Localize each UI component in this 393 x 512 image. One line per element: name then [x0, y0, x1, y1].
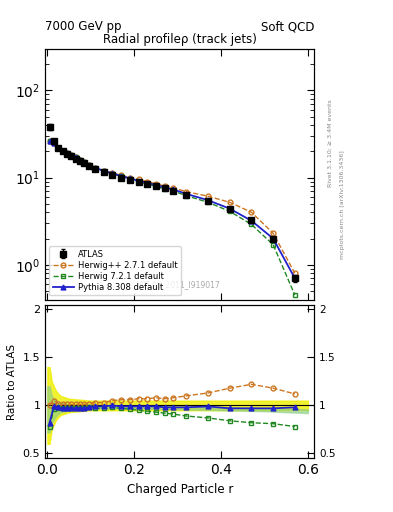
Herwig 7.2.1 default	[271, 242, 275, 248]
Pythia 8.308 default	[86, 162, 91, 168]
Pythia 8.308 default	[47, 138, 52, 144]
Pythia 8.308 default	[136, 178, 141, 184]
Y-axis label: Ratio to ATLAS: Ratio to ATLAS	[7, 344, 17, 419]
Herwig 7.2.1 default	[228, 208, 232, 215]
Herwig 7.2.1 default	[110, 171, 115, 177]
Pythia 8.308 default	[69, 152, 73, 158]
Pythia 8.308 default	[127, 175, 132, 181]
Herwig 7.2.1 default	[119, 174, 123, 180]
Herwig++ 2.7.1 default	[136, 177, 141, 183]
Pythia 8.308 default	[154, 182, 158, 188]
Herwig++ 2.7.1 default	[73, 154, 78, 160]
Herwig++ 2.7.1 default	[127, 175, 132, 181]
Text: 7000 GeV pp: 7000 GeV pp	[45, 20, 122, 33]
Pythia 8.308 default	[184, 191, 189, 197]
Pythia 8.308 default	[56, 144, 61, 151]
Herwig 7.2.1 default	[292, 292, 297, 298]
Pythia 8.308 default	[73, 154, 78, 160]
Pythia 8.308 default	[110, 170, 115, 176]
Herwig++ 2.7.1 default	[64, 150, 69, 156]
Herwig++ 2.7.1 default	[101, 167, 106, 174]
Text: ATLAS_2011_I919017: ATLAS_2011_I919017	[139, 280, 221, 289]
Herwig 7.2.1 default	[136, 179, 141, 185]
Pythia 8.308 default	[206, 197, 210, 203]
Herwig 7.2.1 default	[206, 199, 210, 205]
Herwig++ 2.7.1 default	[82, 159, 86, 165]
Herwig++ 2.7.1 default	[184, 188, 189, 195]
Herwig++ 2.7.1 default	[47, 138, 52, 144]
Pythia 8.308 default	[162, 184, 167, 190]
Herwig++ 2.7.1 default	[119, 172, 123, 178]
Herwig 7.2.1 default	[69, 152, 73, 158]
Pythia 8.308 default	[82, 159, 86, 165]
Herwig++ 2.7.1 default	[145, 179, 150, 185]
Pythia 8.308 default	[119, 173, 123, 179]
Herwig++ 2.7.1 default	[51, 140, 56, 146]
Pythia 8.308 default	[77, 157, 82, 163]
Herwig 7.2.1 default	[162, 186, 167, 192]
Herwig 7.2.1 default	[101, 168, 106, 174]
Herwig 7.2.1 default	[64, 150, 69, 156]
Pythia 8.308 default	[60, 148, 65, 154]
Text: mcplots.cern.ch [arXiv:1306.3436]: mcplots.cern.ch [arXiv:1306.3436]	[340, 151, 345, 259]
Herwig 7.2.1 default	[60, 148, 65, 154]
Pythia 8.308 default	[145, 180, 150, 186]
Pythia 8.308 default	[171, 186, 176, 193]
Herwig 7.2.1 default	[86, 162, 91, 168]
Herwig++ 2.7.1 default	[292, 270, 297, 276]
Herwig 7.2.1 default	[93, 165, 97, 171]
X-axis label: Charged Particle r: Charged Particle r	[127, 483, 233, 496]
Herwig++ 2.7.1 default	[77, 157, 82, 163]
Herwig++ 2.7.1 default	[60, 148, 65, 154]
Legend: ATLAS, Herwig++ 2.7.1 default, Herwig 7.2.1 default, Pythia 8.308 default: ATLAS, Herwig++ 2.7.1 default, Herwig 7.…	[50, 246, 181, 295]
Herwig++ 2.7.1 default	[162, 183, 167, 189]
Herwig++ 2.7.1 default	[228, 199, 232, 205]
Title: Radial profileρ (track jets): Radial profileρ (track jets)	[103, 33, 257, 46]
Herwig++ 2.7.1 default	[56, 144, 61, 151]
Pythia 8.308 default	[101, 168, 106, 174]
Pythia 8.308 default	[93, 164, 97, 170]
Herwig++ 2.7.1 default	[171, 185, 176, 191]
Herwig 7.2.1 default	[73, 154, 78, 160]
Text: Rivet 3.1.10; ≥ 3.4M events: Rivet 3.1.10; ≥ 3.4M events	[328, 99, 333, 187]
Herwig 7.2.1 default	[77, 157, 82, 163]
Line: Pythia 8.308 default: Pythia 8.308 default	[47, 139, 297, 281]
Pythia 8.308 default	[228, 206, 232, 212]
Herwig 7.2.1 default	[127, 176, 132, 182]
Herwig 7.2.1 default	[249, 221, 254, 227]
Herwig 7.2.1 default	[154, 183, 158, 189]
Pythia 8.308 default	[64, 150, 69, 156]
Herwig 7.2.1 default	[51, 140, 56, 146]
Pythia 8.308 default	[292, 275, 297, 282]
Herwig++ 2.7.1 default	[110, 170, 115, 176]
Pythia 8.308 default	[249, 218, 254, 224]
Herwig 7.2.1 default	[171, 188, 176, 194]
Herwig++ 2.7.1 default	[93, 164, 97, 170]
Herwig 7.2.1 default	[47, 138, 52, 144]
Line: Herwig 7.2.1 default: Herwig 7.2.1 default	[47, 139, 297, 297]
Line: Herwig++ 2.7.1 default: Herwig++ 2.7.1 default	[47, 139, 297, 275]
Pythia 8.308 default	[51, 140, 56, 146]
Herwig++ 2.7.1 default	[249, 209, 254, 216]
Herwig++ 2.7.1 default	[154, 181, 158, 187]
Text: Soft QCD: Soft QCD	[261, 20, 314, 33]
Herwig++ 2.7.1 default	[206, 193, 210, 199]
Herwig++ 2.7.1 default	[86, 162, 91, 168]
Herwig 7.2.1 default	[82, 159, 86, 165]
Pythia 8.308 default	[271, 236, 275, 242]
Herwig 7.2.1 default	[184, 193, 189, 199]
Herwig 7.2.1 default	[56, 144, 61, 151]
Herwig 7.2.1 default	[145, 181, 150, 187]
Herwig++ 2.7.1 default	[69, 152, 73, 158]
Herwig++ 2.7.1 default	[271, 230, 275, 237]
